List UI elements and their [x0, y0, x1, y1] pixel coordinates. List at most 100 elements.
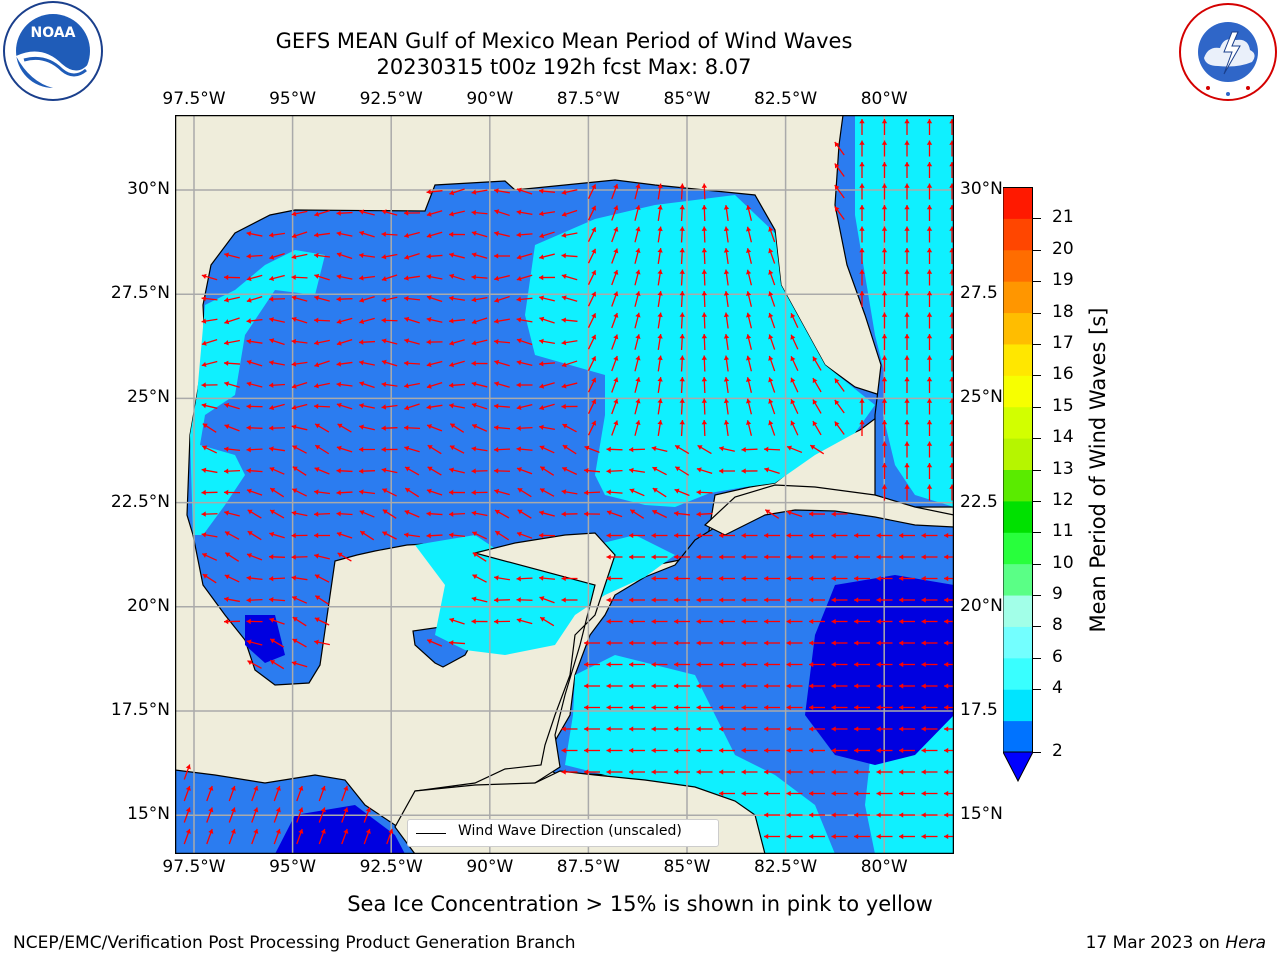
- wind-wave-arrow-head: [516, 187, 522, 193]
- colorbar-under-triangle: [1002, 751, 1034, 783]
- wind-wave-arrow-head: [561, 511, 566, 517]
- wind-wave-arrow-head: [382, 531, 388, 537]
- cuba-island: [703, 484, 955, 536]
- wind-wave-arrow-head: [336, 210, 341, 216]
- wind-wave-arrow-head: [719, 597, 724, 603]
- wind-wave-arrow-head: [921, 812, 926, 818]
- wind-wave-arrow-head: [561, 232, 567, 238]
- wind-wave-arrow-head: [768, 248, 774, 254]
- wind-wave-arrow-head: [201, 467, 207, 473]
- wind-wave-arrow-head: [381, 276, 387, 282]
- wind-wave-arrow-head: [657, 291, 663, 296]
- wind-wave-arrow-head: [629, 554, 634, 560]
- wind-wave-arrow-head: [336, 361, 342, 367]
- wind-wave-arrow-head: [746, 205, 752, 210]
- wind-wave-arrow-head: [859, 140, 865, 145]
- wind-wave-arrow-head: [185, 785, 191, 791]
- wind-wave-arrow-head: [314, 489, 319, 495]
- wind-wave-arrow-head: [516, 617, 522, 624]
- colorbar-tick-mark: [1033, 469, 1041, 471]
- wind-wave-arrow-head: [246, 275, 252, 282]
- wind-wave-arrow-head: [246, 425, 251, 431]
- wind-wave-arrow-head: [674, 726, 679, 732]
- wind-wave-arrow-head: [651, 726, 656, 732]
- wind-wave-arrow-head: [635, 334, 641, 340]
- wind-wave-arrow-head: [404, 383, 409, 389]
- wind-wave-arrow-head: [786, 661, 791, 668]
- colorbar-tick-mark: [1033, 406, 1041, 408]
- wind-wave-arrow-head: [381, 359, 387, 365]
- wind-wave-arrow-head: [881, 119, 888, 124]
- wind-wave-arrow-head: [246, 597, 251, 603]
- colorbar-swatch: [1003, 438, 1033, 470]
- wind-wave-arrow-head: [561, 575, 566, 582]
- colorbar-frame: [1002, 187, 1033, 752]
- wind-wave-arrow-head: [606, 510, 612, 516]
- wind-wave-arrow-head: [539, 210, 544, 217]
- wind-wave-arrow-head: [336, 402, 342, 408]
- wind-wave-arrow-head: [253, 828, 259, 834]
- wind-wave-arrow-head: [494, 403, 499, 409]
- wind-wave-arrow-head: [613, 183, 619, 189]
- wind-wave-arrow-head: [899, 618, 904, 625]
- chart-subtitle: 20230315 t00z 192h fcst Max: 8.07: [376, 55, 752, 79]
- wind-wave-arrow-head: [202, 574, 208, 579]
- wind-wave-arrow-head: [247, 660, 253, 666]
- wind-wave-arrow-head: [539, 316, 545, 322]
- wind-wave-arrow-head: [696, 683, 701, 689]
- wind-wave-arrow-head: [741, 726, 746, 732]
- wind-wave-arrow-head: [764, 726, 769, 732]
- wind-wave-arrow-head: [635, 183, 641, 189]
- wind-wave-arrow-head: [449, 252, 454, 258]
- wind-wave-arrow-head: [764, 554, 769, 560]
- wind-wave-arrow-head: [790, 377, 796, 383]
- wind-wave-arrow-head: [246, 338, 252, 345]
- footer-host: Hera: [1225, 933, 1266, 953]
- wind-wave-arrow-head: [674, 532, 679, 539]
- wind-wave-arrow-head: [831, 640, 836, 646]
- wind-wave-arrow-head: [539, 274, 544, 281]
- wind-wave-arrow-head: [540, 466, 546, 472]
- wind-wave-arrow-head: [746, 334, 752, 339]
- wind-wave-arrow-head: [696, 704, 701, 711]
- wind-wave-arrow-head: [790, 399, 796, 405]
- wind-wave-arrow-head: [404, 532, 409, 538]
- wind-wave-arrow-head: [471, 189, 477, 195]
- wind-wave-arrow-head: [539, 233, 545, 239]
- wind-wave-arrow-head: [831, 618, 836, 625]
- wind-wave-arrow-head: [921, 597, 926, 603]
- wind-wave-arrow-head: [741, 554, 746, 560]
- wind-wave-arrow-head: [404, 275, 409, 281]
- wind-wave-arrow-head: [876, 575, 881, 582]
- wind-wave-arrow-head: [208, 807, 214, 813]
- wind-wave-arrow-head: [449, 403, 454, 409]
- wind-wave-arrow-head: [674, 510, 679, 517]
- wind-wave-arrow-head: [701, 226, 708, 231]
- wind-wave-arrow-head: [926, 463, 933, 468]
- wind-wave-arrow-head: [809, 683, 814, 689]
- wind-wave-arrow-head: [591, 248, 597, 254]
- wind-wave-arrow-head: [786, 554, 791, 560]
- wind-wave-arrow-head: [854, 640, 859, 646]
- wind-wave-arrow-head: [809, 661, 814, 668]
- wind-wave-arrow-head: [790, 356, 796, 362]
- wind-wave-arrow-head: [904, 441, 910, 446]
- colorbar-tick-label: 6: [1052, 646, 1063, 667]
- lon-tick-label-bottom: 80°W: [860, 857, 908, 877]
- wind-wave-arrow-head: [812, 399, 818, 405]
- colorbar-swatch: [1003, 312, 1033, 345]
- wind-wave-arrow-head: [516, 254, 522, 260]
- wind-wave-arrow-head: [831, 833, 836, 840]
- wind-wave-arrow-head: [539, 361, 544, 367]
- wind-wave-arrow-head: [701, 377, 708, 382]
- wind-wave-arrow-head: [269, 576, 274, 582]
- colorbar-tick-mark: [1033, 563, 1041, 565]
- wind-wave-arrow-head: [471, 510, 477, 516]
- wind-wave-arrow-head: [786, 640, 791, 646]
- wind-wave-arrow-head: [809, 812, 814, 818]
- wind-wave-arrow-head: [298, 828, 304, 834]
- wind-wave-arrow-head: [741, 704, 746, 711]
- wind-wave-arrow-head: [831, 554, 836, 560]
- colorbar-tick-mark: [1033, 312, 1041, 314]
- wind-wave-arrow-head: [657, 355, 663, 361]
